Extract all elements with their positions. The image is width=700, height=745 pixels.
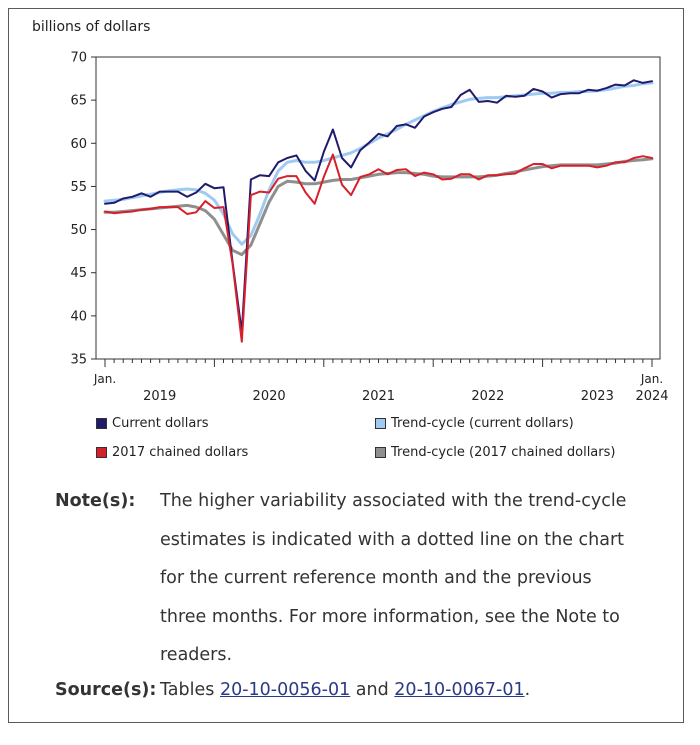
- x-year-label: 2020: [253, 389, 286, 404]
- x-first-month-label: Jan.: [93, 372, 116, 386]
- legend-label-2017-chained-dollars: 2017 chained dollars: [112, 445, 249, 460]
- note-label: Note(s):: [55, 491, 136, 511]
- y-tick-label: 55: [70, 180, 87, 195]
- y-tick-label: 40: [70, 309, 87, 324]
- series-line-1: [104, 153, 653, 343]
- legend-item-trend-cycle-current: Trend-cycle (current dollars): [375, 416, 574, 431]
- legend-swatch-trend-cycle-current: [375, 418, 386, 429]
- source-text: Tables 20-10-0056-01 and 20-10-0067-01.: [160, 677, 530, 703]
- x-year-label: 2024: [635, 389, 668, 404]
- legend-label-current-dollars: Current dollars: [112, 416, 209, 431]
- legend-item-trend-cycle-chained: Trend-cycle (2017 chained dollars): [375, 445, 615, 460]
- x-year-label: 2023: [581, 389, 614, 404]
- y-tick-label: 60: [70, 137, 87, 152]
- x-last-month-label: Jan.: [640, 372, 663, 386]
- y-tick-label: 50: [70, 223, 87, 238]
- legend-swatch-2017-chained-dollars: [96, 447, 107, 458]
- notes-section: Note(s): The higher variability associat…: [55, 482, 655, 703]
- legend-label-trend-cycle-chained: Trend-cycle (2017 chained dollars): [391, 445, 616, 460]
- figure-frame: [8, 8, 684, 723]
- source-label: Source(s):: [55, 679, 157, 700]
- source-middle: and: [350, 679, 395, 700]
- source-suffix: .: [524, 679, 531, 700]
- table-link-20-10-0056-01[interactable]: 20-10-0056-01: [219, 679, 351, 700]
- y-tick-label: 35: [70, 353, 87, 368]
- series-line-2: [103, 81, 654, 246]
- legend-swatch-current-dollars: [96, 418, 107, 429]
- legend-label-trend-cycle-current: Trend-cycle (current dollars): [391, 416, 574, 431]
- legend-item-current-dollars: Current dollars: [96, 416, 208, 431]
- source-prefix: Tables: [160, 679, 220, 700]
- y-tick-label: 45: [70, 266, 87, 281]
- note-row: Note(s): The higher variability associat…: [55, 482, 655, 675]
- legend-swatch-trend-cycle-chained: [375, 447, 386, 458]
- x-year-label: 2019: [143, 389, 176, 404]
- y-tick-label: 65: [70, 94, 87, 109]
- series-line-0: [104, 79, 653, 334]
- note-text: The higher variability associated with t…: [160, 491, 627, 665]
- table-link-20-10-0067-01[interactable]: 20-10-0067-01: [394, 679, 525, 700]
- legend-item-2017-chained-dollars: 2017 chained dollars: [96, 445, 248, 460]
- x-year-label: 2022: [471, 389, 504, 404]
- x-year-label: 2021: [362, 389, 395, 404]
- y-tick-label: 70: [70, 51, 87, 66]
- line-chart: 35 40 45 50 55 60 65 70 Jan. Jan. 2019 2020 2021 2022…: [70, 51, 668, 405]
- y-axis-unit-label: billions of dollars: [32, 19, 151, 35]
- source-row: Source(s): Tables 20-10-0056-01 and 20-1…: [55, 677, 655, 703]
- series-line-3: [103, 157, 654, 257]
